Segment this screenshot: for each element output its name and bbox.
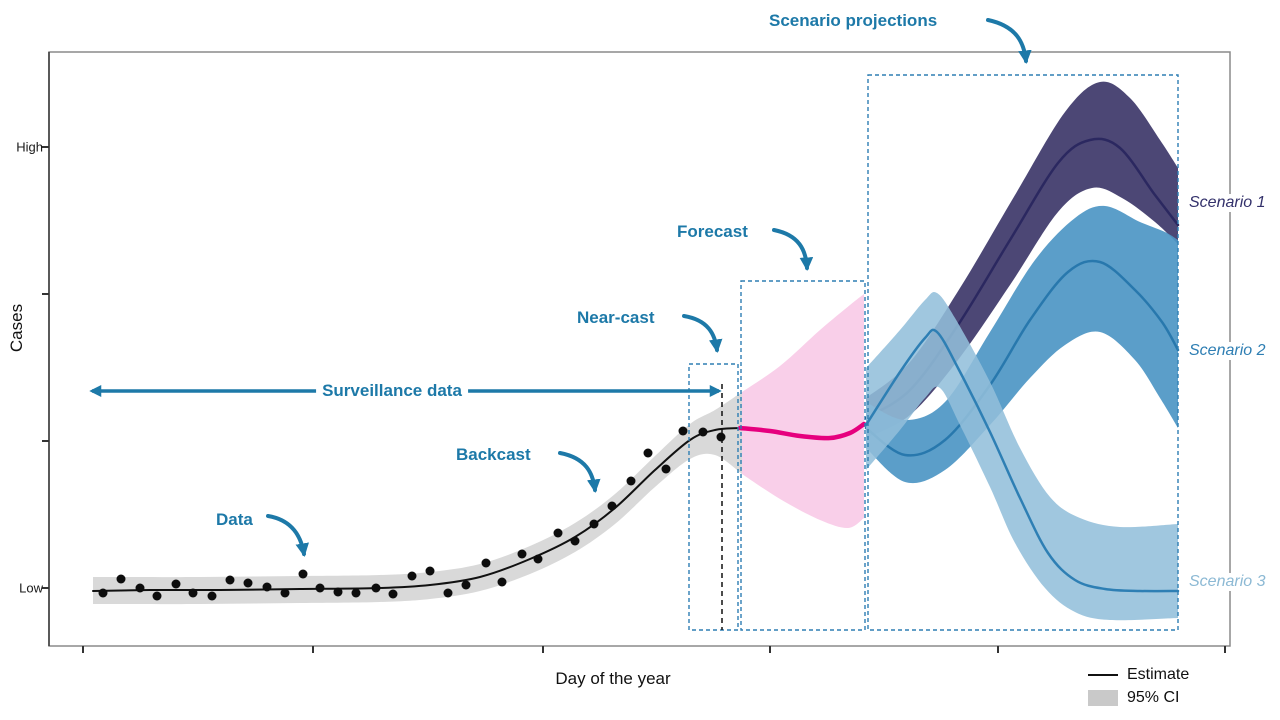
- observed-data-point: [371, 583, 381, 593]
- observed-data-point: [678, 426, 688, 436]
- scenario-projections-label: Scenario projections: [769, 11, 938, 30]
- observed-data-point: [443, 588, 453, 598]
- observed-data-point: [280, 588, 290, 598]
- near-cast-window: [688, 363, 739, 631]
- backcast-label: Backcast: [456, 445, 531, 464]
- observed-data-point: [533, 554, 543, 564]
- observed-data-point: [517, 549, 527, 559]
- observed-data-point: [243, 578, 253, 588]
- observed-data-point: [188, 588, 198, 598]
- observed-data-point: [607, 501, 617, 511]
- observed-data-point: [553, 528, 563, 538]
- scenario-1-label: Scenario 1: [1186, 194, 1269, 212]
- observed-data-point: [481, 558, 491, 568]
- ci-swatch: [1088, 690, 1118, 706]
- legend-item-ci: 95% CI: [1088, 689, 1189, 707]
- observed-data-point: [116, 574, 126, 584]
- observed-data-point: [698, 427, 708, 437]
- observed-data-point: [661, 464, 671, 474]
- observed-data-point: [497, 577, 507, 587]
- x-axis-title: Day of the year: [555, 669, 671, 688]
- observed-data-point: [207, 591, 217, 601]
- scenario-3-band: [866, 291, 1178, 621]
- forecast-95ci: [742, 294, 864, 529]
- data-label: Data: [216, 510, 253, 529]
- scenario-2-line: [864, 259, 1180, 457]
- y-axis-title: Cases: [7, 303, 26, 353]
- scenario-2-label: Scenario 2: [1186, 342, 1269, 360]
- observed-data-point: [388, 589, 398, 599]
- observed-data-point: [98, 588, 108, 598]
- observed-data-point: [351, 588, 361, 598]
- forecast-window: [740, 280, 866, 631]
- observed-data-point: [333, 587, 343, 597]
- observed-data-point: [589, 519, 599, 529]
- nearcast-arrow: [682, 314, 723, 353]
- observed-data-point: [262, 582, 272, 592]
- observed-data-point: [626, 476, 636, 486]
- surveillance-95ci: [93, 392, 742, 605]
- observed-data-point: [425, 566, 435, 576]
- observed-data-point: [716, 432, 726, 442]
- observed-data-point: [461, 580, 471, 590]
- surveillance-data-label: Surveillance data: [316, 381, 468, 401]
- observed-data-point: [298, 569, 308, 579]
- backcast-arrow: [558, 451, 601, 494]
- scenario-3-label: Scenario 3: [1186, 573, 1269, 591]
- nearcast-label: Near-cast: [577, 308, 655, 327]
- y-tick-label-high: High: [16, 139, 43, 155]
- observed-data-point: [407, 571, 417, 581]
- observed-data-point: [570, 536, 580, 546]
- forecast-line: [737, 421, 867, 441]
- estimate-line-swatch: [1088, 674, 1118, 676]
- observed-data-point: [225, 575, 235, 585]
- observed-data-point: [135, 583, 145, 593]
- legend-item-estimate: Estimate: [1088, 666, 1189, 684]
- data-arrow: [266, 514, 309, 557]
- observed-data-point: [643, 448, 653, 458]
- forecast-label: Forecast: [677, 222, 748, 241]
- scenario-projections-arrow: [986, 18, 1032, 65]
- observed-data-point: [152, 591, 162, 601]
- scenario-window: [867, 74, 1179, 631]
- legend-ci-label: 95% CI: [1127, 689, 1180, 706]
- legend-estimate-label: Estimate: [1127, 666, 1190, 683]
- forecast-arrow: [772, 228, 814, 272]
- observed-data-point: [171, 579, 181, 589]
- estimate-line: [92, 427, 743, 592]
- legend: Estimate 95% CI: [1088, 666, 1189, 707]
- y-tick-label-low: Low: [19, 580, 43, 596]
- observed-data-point: [315, 583, 325, 593]
- scenario-3-line: [864, 328, 1180, 593]
- scenario-2-band: [866, 205, 1178, 484]
